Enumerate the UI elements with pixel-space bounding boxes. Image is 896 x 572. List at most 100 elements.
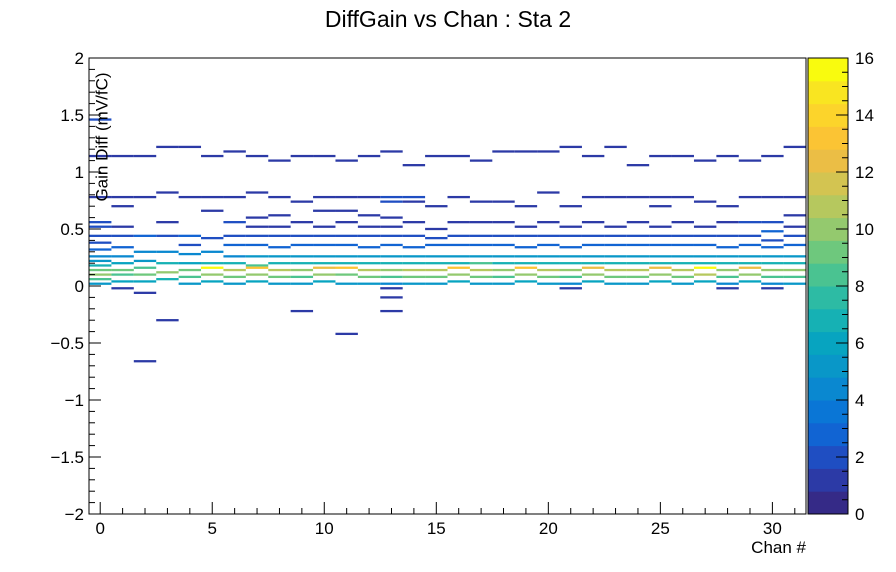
heatmap-cell [89, 241, 112, 244]
heatmap-cell [111, 246, 134, 249]
heatmap-cell [313, 243, 336, 247]
heatmap-cell [649, 154, 672, 158]
y-tick-label: 0 [75, 277, 84, 296]
heatmap-cell [559, 268, 582, 272]
heatmap-cell [268, 255, 291, 258]
heatmap-cell [335, 282, 358, 285]
x-axis-label: Chan # [751, 538, 806, 557]
heatmap-cell [313, 234, 336, 237]
heatmap-cell [604, 275, 627, 279]
heatmap-cell [783, 234, 806, 237]
heatmap-cell [223, 268, 246, 272]
heatmap-cell [335, 243, 358, 247]
heatmap-cell [402, 246, 426, 249]
heatmap-cell [447, 234, 470, 237]
heatmap-cell [313, 255, 336, 258]
heatmap-cell [738, 266, 762, 269]
color-scale-swatch [808, 172, 848, 196]
color-scale-swatch [808, 240, 848, 264]
heatmap-cell [537, 234, 560, 237]
heatmap-cell [89, 248, 112, 251]
heatmap-cell [514, 246, 538, 249]
heatmap-cell [671, 268, 694, 272]
heatmap-cell [671, 262, 694, 265]
heatmap-cell [492, 282, 515, 285]
heatmap-cell [245, 266, 269, 269]
heatmap-cell [693, 280, 717, 283]
heatmap-cell [492, 262, 515, 265]
heatmap-cell [671, 275, 694, 279]
heatmap-cell [716, 221, 739, 224]
heatmap-cell [313, 266, 336, 269]
color-scale-swatch [808, 58, 848, 82]
heatmap-cell [357, 268, 381, 272]
heatmap-cell [559, 145, 582, 149]
heatmap-cell [89, 268, 112, 272]
heatmap-cell [313, 154, 336, 158]
heatmap-cell [469, 268, 493, 272]
heatmap-cell [201, 195, 224, 199]
heatmap-cell [223, 262, 246, 265]
heatmap-cell [783, 282, 806, 285]
heatmap-cell [268, 268, 291, 272]
heatmap-cell [201, 266, 224, 269]
heatmap-cell [537, 255, 560, 258]
heatmap-cell [649, 243, 672, 247]
heatmap-cell [693, 266, 717, 269]
heatmap-cell [402, 268, 426, 272]
heatmap-cell [313, 195, 336, 199]
heatmap-cell [559, 234, 582, 237]
heatmap-cell [133, 250, 157, 253]
heatmap-cell [380, 234, 403, 237]
heatmap-cell [89, 282, 112, 285]
heatmap-cell [268, 225, 291, 228]
heatmap-cell [380, 225, 403, 228]
heatmap-cell [425, 262, 448, 265]
heatmap-cell [245, 216, 269, 219]
heatmap-cell [223, 234, 246, 237]
heatmap-cell [492, 221, 515, 224]
heatmap-cell [761, 282, 784, 285]
heatmap-cell [178, 243, 202, 247]
heatmap-cell [245, 191, 269, 194]
heatmap-cell [626, 262, 650, 265]
heatmap-cell [559, 282, 582, 285]
heatmap-cell [604, 195, 627, 199]
heatmap-cell [738, 234, 762, 237]
z-tick-label: 6 [855, 334, 864, 353]
heatmap-cell [111, 268, 134, 272]
heatmap-cell [290, 243, 314, 247]
heatmap-cell [671, 221, 694, 224]
heatmap-cell [133, 266, 157, 269]
color-scale-swatch [808, 126, 848, 150]
heatmap-cell [380, 255, 403, 258]
heatmap-cell [581, 266, 605, 269]
heatmap-cell [783, 255, 806, 258]
heatmap-cell [559, 255, 582, 258]
heatmap-cell [649, 195, 672, 199]
heatmap-cell [245, 154, 269, 158]
y-tick-label: 0.5 [60, 220, 84, 239]
heatmap-cell [626, 234, 650, 237]
x-tick-label: 15 [427, 519, 446, 538]
heatmap-cell [156, 250, 179, 253]
heatmap-cell [223, 282, 246, 285]
heatmap-cell [649, 234, 672, 237]
heatmap-cell [380, 275, 403, 279]
heatmap-cell [469, 221, 493, 224]
heatmap-cell [761, 230, 784, 233]
heatmap-cell [649, 262, 672, 265]
heatmap-cell [245, 280, 269, 283]
heatmap-cell [738, 195, 762, 199]
heatmap-cell [469, 200, 493, 203]
heatmap-cell [201, 280, 224, 283]
heatmap-cell [89, 195, 112, 199]
z-tick-label: 2 [855, 448, 864, 467]
heatmap-cell [783, 214, 806, 217]
heatmap-cell [133, 259, 157, 263]
color-scale-swatch [808, 331, 848, 355]
heatmap-cell [313, 280, 336, 283]
heatmap-cell [268, 234, 291, 237]
heatmap-cell [761, 239, 784, 242]
chart-title: DiffGain vs Chan : Sta 2 [324, 6, 572, 32]
